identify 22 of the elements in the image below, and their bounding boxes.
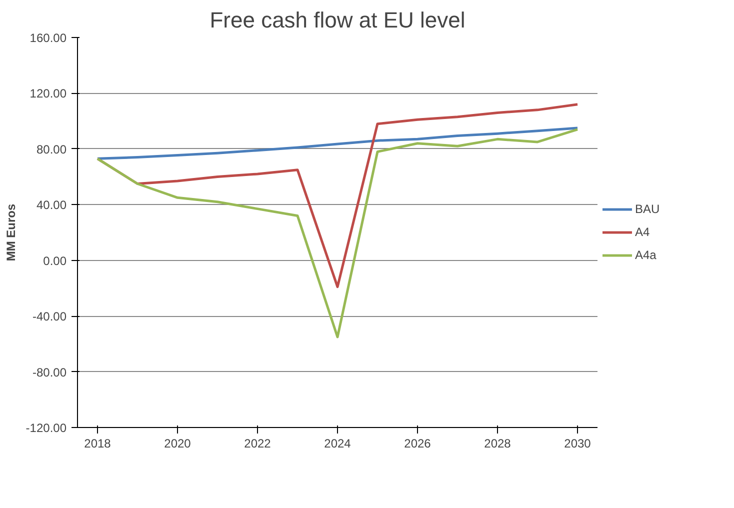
y-tick-label: -120.00 <box>26 421 67 435</box>
x-tick-label: 2030 <box>564 436 592 450</box>
x-tick-label: 2018 <box>84 436 112 450</box>
y-axis-title: MM Euros <box>4 204 18 262</box>
y-tick-label: 160.00 <box>30 31 67 45</box>
x-tick-label: 2022 <box>244 436 272 450</box>
y-tick-label: 80.00 <box>36 142 67 156</box>
y-tick-label: 0.00 <box>43 254 67 268</box>
line-series <box>96 126 579 160</box>
x-tick-label: 2028 <box>484 436 512 450</box>
line-series <box>96 128 579 338</box>
legend-label: BAU <box>635 202 660 216</box>
chart-title: Free cash flow at EU level <box>210 8 466 32</box>
legend-label: A4a <box>635 248 656 262</box>
x-tick-label: 2026 <box>404 436 432 450</box>
x-tick-label: 2020 <box>164 436 192 450</box>
y-tick-label: 120.00 <box>30 86 67 101</box>
legend-label: A4 <box>635 225 651 239</box>
x-tick-label: 2024 <box>324 436 352 450</box>
y-tick-label: 40.00 <box>36 198 67 212</box>
y-tick-label: -40.00 <box>32 310 67 324</box>
y-tick-label: -80.00 <box>32 365 67 380</box>
